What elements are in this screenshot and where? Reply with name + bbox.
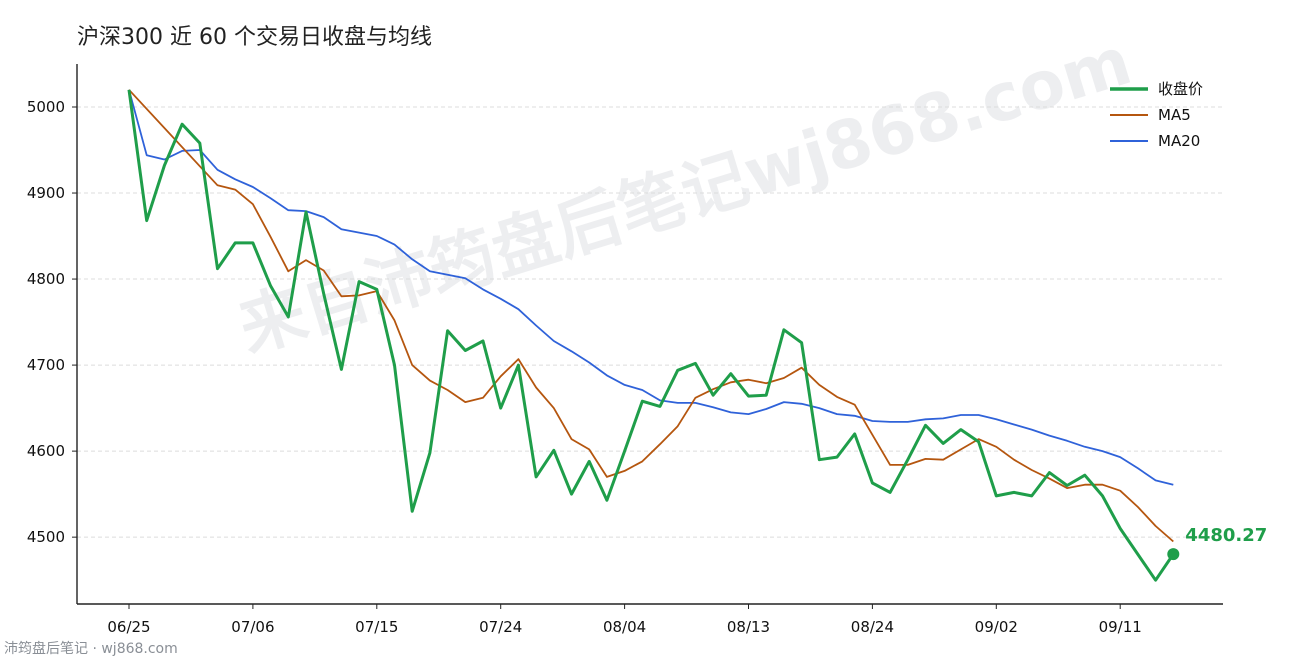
series-lines: [127, 89, 1175, 582]
end-marker: 4480.27: [1167, 525, 1267, 561]
legend-label-收盘价: 收盘价: [1158, 80, 1203, 98]
x-tick-label-08/13: 08/13: [727, 618, 770, 636]
y-tick-label-5000: 5000: [27, 98, 65, 116]
y-tick-label-4700: 4700: [27, 356, 65, 374]
y-axis-ticks: 4500 4600 4700 4800 4900 5000: [27, 98, 77, 546]
axes: [76, 64, 1223, 605]
y-tick-label-4500: 4500: [27, 528, 65, 546]
x-tick-label-07/24: 07/24: [479, 618, 522, 636]
last-point-marker: [1167, 548, 1180, 561]
watermark-text: 来自沛筠盘后笔记wj868.com: [230, 22, 1140, 367]
last-value-label: 4480.27: [1185, 525, 1267, 546]
legend: 收盘价 MA5 MA20: [1110, 80, 1203, 150]
series-line-收盘价: [127, 89, 1175, 582]
chart-title: 沪深300 近 60 个交易日收盘与均线: [77, 25, 432, 50]
footer-source: 沛筠盘后笔记 · wj868.com: [4, 641, 178, 657]
legend-label-MA20: MA20: [1158, 132, 1200, 150]
x-tick-label-08/24: 08/24: [851, 618, 894, 636]
y-tick-label-4600: 4600: [27, 442, 65, 460]
series-line-MA20: [128, 89, 1174, 486]
x-axis-ticks: 06/25 07/06 07/15 07/24 08/04 08/13 08/24 09/02…: [107, 604, 1142, 636]
series-line-MA5: [128, 89, 1174, 543]
x-tick-label-07/15: 07/15: [355, 618, 398, 636]
x-tick-label-09/11: 09/11: [1099, 618, 1142, 636]
y-tick-label-4900: 4900: [27, 184, 65, 202]
legend-label-MA5: MA5: [1158, 106, 1191, 124]
x-tick-label-09/02: 09/02: [975, 618, 1018, 636]
x-tick-label-06/25: 06/25: [107, 618, 150, 636]
x-tick-label-08/04: 08/04: [603, 618, 646, 636]
y-tick-label-4800: 4800: [27, 270, 65, 288]
x-tick-label-07/06: 07/06: [231, 618, 274, 636]
